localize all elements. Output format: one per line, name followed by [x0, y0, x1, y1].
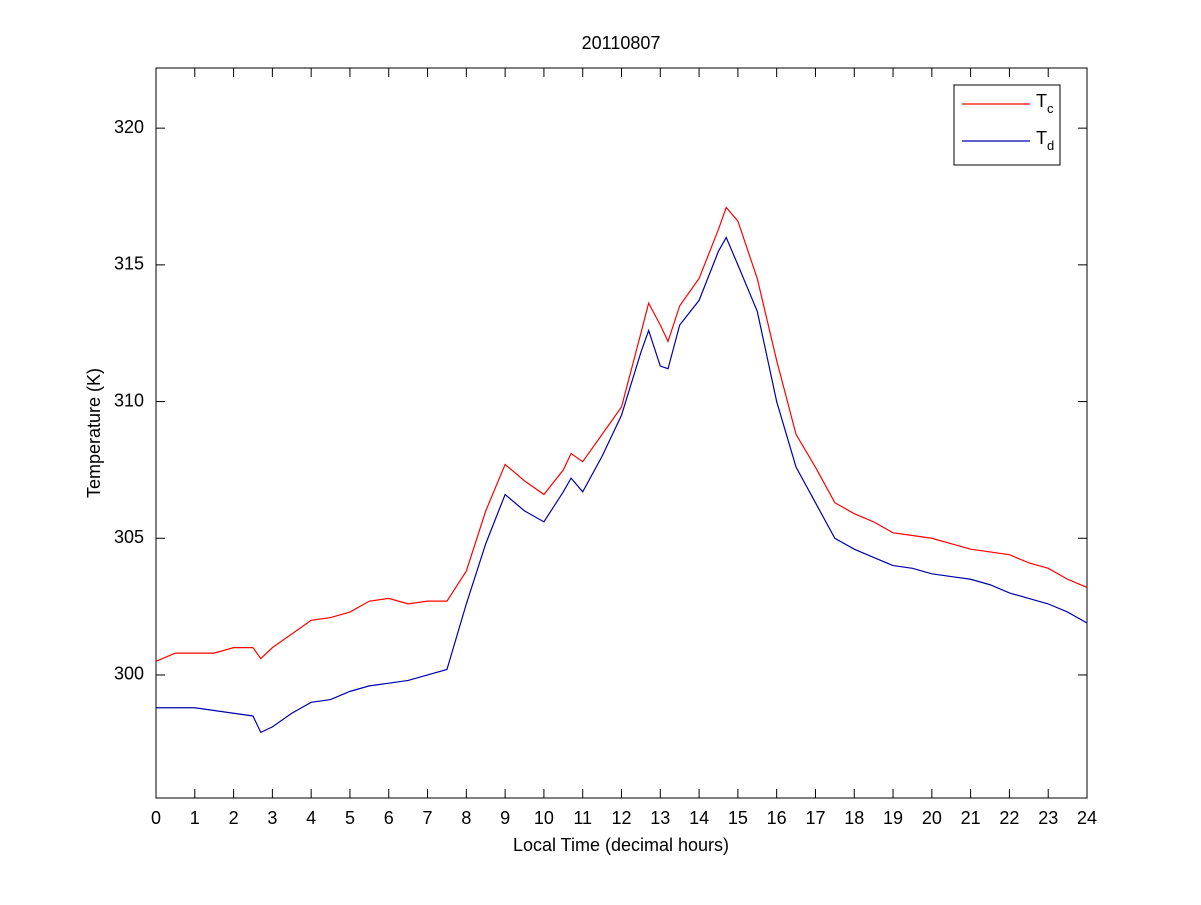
x-tick-label: 17 [805, 808, 825, 828]
x-tick-label: 5 [345, 808, 355, 828]
y-axis-label: Temperature (K) [84, 368, 104, 498]
chart-title: 20110807 [582, 33, 661, 53]
x-tick-label: 3 [267, 808, 277, 828]
x-tick-label: 1 [190, 808, 200, 828]
x-axis-label: Local Time (decimal hours) [513, 835, 729, 855]
x-tick-label: 12 [611, 808, 631, 828]
y-tick-label: 315 [114, 254, 144, 274]
x-tick-label: 15 [728, 808, 748, 828]
x-tick-label: 16 [767, 808, 787, 828]
x-tick-label: 18 [844, 808, 864, 828]
x-tick-label: 11 [573, 808, 592, 828]
legend-label: Td [1036, 128, 1054, 154]
y-tick-label: 320 [114, 117, 144, 137]
y-tick-label: 310 [114, 390, 144, 410]
x-tick-label: 6 [384, 808, 394, 828]
x-tick-label: 9 [500, 808, 510, 828]
x-tick-label: 10 [534, 808, 554, 828]
x-tick-label: 7 [423, 808, 433, 828]
x-tick-label: 23 [1038, 808, 1058, 828]
x-tick-label: 0 [151, 808, 161, 828]
data-line [156, 236, 1088, 734]
x-tick-label: 20 [922, 808, 942, 828]
y-tick-label: 305 [114, 527, 144, 547]
y-tick-label: 300 [114, 664, 144, 684]
legend-box [953, 84, 1061, 166]
x-tick-label: 19 [883, 808, 903, 828]
x-tick-label: 14 [689, 808, 709, 828]
plot-area [155, 67, 1088, 799]
x-tick-label: 13 [650, 808, 670, 828]
legend-label: Tc [1036, 91, 1054, 117]
x-tick-label: 4 [306, 808, 316, 828]
data-line [155, 206, 1088, 662]
x-tick-label: 21 [961, 808, 981, 828]
x-tick-label: 24 [1077, 808, 1097, 828]
x-tick-label: 2 [229, 808, 239, 828]
x-tick-label: 8 [461, 808, 471, 828]
x-tick-label: 22 [999, 808, 1019, 828]
